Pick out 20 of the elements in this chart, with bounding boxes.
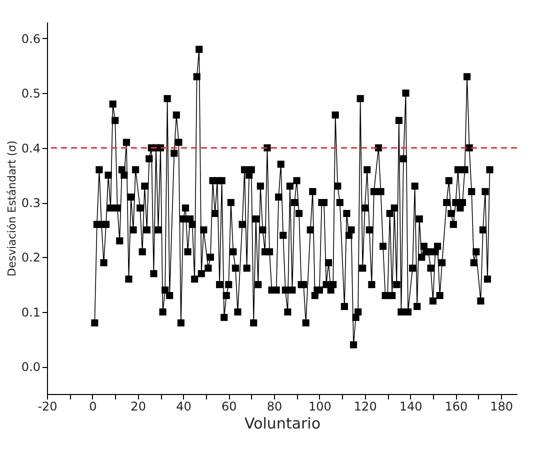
y-tick-label: 0.4: [21, 141, 40, 156]
y-tick-label: 0.1: [21, 305, 40, 320]
x-axis-title: Voluntario: [244, 414, 321, 432]
x-tick-label: 20: [130, 400, 146, 414]
x-tick-label: 120: [354, 400, 377, 414]
x-tick-label: 180: [490, 400, 514, 414]
y-tick-label: 0.6: [21, 32, 40, 46]
y-tick-label: 0.3: [21, 196, 40, 210]
y-tick-label: 0.2: [21, 250, 40, 265]
x-tick-label: -20: [38, 400, 58, 414]
x-tick-label: 100: [308, 400, 332, 414]
y-tick-label: 0.0: [21, 360, 40, 374]
x-tick-label: 160: [444, 400, 468, 414]
y-tick-label: 0.5: [21, 86, 40, 101]
x-tick-label: 60: [222, 400, 237, 414]
x-tick-label: 40: [176, 400, 192, 414]
x-tick-label: 80: [266, 400, 282, 414]
x-tick-label: 0: [89, 400, 97, 414]
y-axis-title: Desviación Estándart (σ): [5, 140, 18, 276]
x-tick-label: 140: [399, 400, 422, 414]
